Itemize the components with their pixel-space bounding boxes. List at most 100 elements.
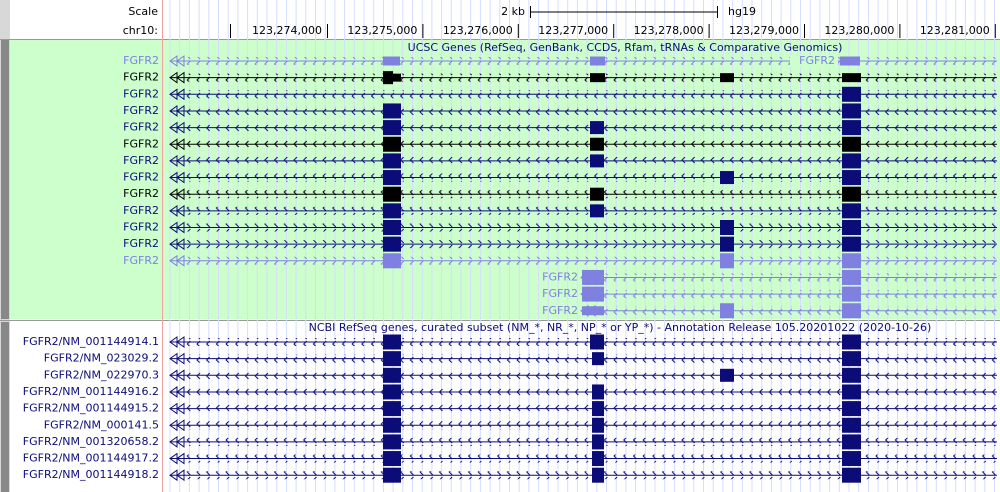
gene-label: FGFR2	[542, 287, 578, 300]
strand-arrows	[186, 256, 997, 265]
gene-label: FGFR2/NM_001144917.2	[23, 452, 159, 465]
exon	[842, 467, 861, 483]
exon	[582, 286, 604, 302]
exon	[590, 154, 604, 168]
exon	[383, 401, 401, 417]
chrom-label: chr10:	[123, 24, 158, 37]
track-handle[interactable]	[1, 40, 9, 319]
strand-arrows	[186, 421, 997, 430]
strand-arrows	[186, 454, 997, 463]
exon	[720, 220, 734, 235]
exon	[590, 73, 605, 83]
ruler-label: 123,276,000	[443, 24, 513, 37]
exon	[842, 334, 861, 350]
exon	[582, 269, 604, 285]
exon	[383, 56, 400, 66]
exon	[842, 451, 861, 467]
exon	[383, 136, 401, 152]
track-handle[interactable]	[1, 322, 9, 492]
strand-arrows	[186, 240, 997, 249]
gene-label: FGFR2/NM_022970.3	[44, 368, 159, 381]
exon	[842, 103, 861, 119]
strand-arrows	[597, 306, 997, 315]
exon	[842, 120, 861, 136]
strand-arrows	[186, 371, 997, 380]
exon	[842, 434, 861, 450]
exon	[842, 417, 861, 433]
gene-start	[176, 385, 185, 398]
gene-start	[176, 369, 185, 382]
strand-arrows	[186, 90, 997, 99]
exon	[842, 303, 861, 319]
strand-arrows	[597, 273, 997, 282]
exon	[590, 56, 605, 66]
gene-start	[176, 71, 185, 84]
track-title: NCBI RefSeq genes, curated subset (NM_*,…	[309, 321, 932, 334]
exon	[842, 269, 861, 285]
exon	[383, 103, 401, 119]
gene-label: FGFR2	[123, 104, 159, 117]
gene-label: FGFR2	[123, 154, 159, 167]
exon	[590, 137, 604, 151]
gene-label: FGFR2	[123, 171, 159, 184]
gene-label: FGFR2	[123, 121, 159, 134]
strand-arrows	[186, 106, 997, 115]
exon	[590, 334, 604, 350]
strand-arrows	[597, 290, 997, 299]
gene-start	[176, 435, 185, 448]
strand-arrows	[186, 437, 997, 446]
exon	[383, 120, 401, 136]
gene-start	[176, 171, 185, 184]
gene-label: FGFR2	[542, 270, 578, 283]
gene-label: FGFR2/NM_001320658.2	[23, 435, 159, 448]
exon	[383, 451, 401, 467]
gene-start	[176, 452, 185, 465]
exon	[592, 401, 604, 417]
gene-start	[176, 154, 185, 167]
exon	[842, 86, 861, 102]
assembly-label: hg19	[728, 5, 756, 18]
strand-arrows	[186, 387, 997, 396]
track-title: UCSC Genes (RefSeq, GenBank, CCDS, Rfam,…	[408, 41, 843, 54]
exon	[592, 467, 604, 483]
exon	[842, 286, 861, 302]
scale-label: Scale	[128, 5, 158, 18]
ruler-label: 123,280,000	[824, 24, 894, 37]
gene-start	[176, 221, 185, 234]
exon	[842, 136, 861, 152]
exon	[842, 170, 861, 186]
exon	[393, 73, 401, 82]
gene-label: FGFR2	[123, 137, 159, 150]
exon	[590, 121, 604, 135]
exon	[840, 56, 860, 66]
exon	[383, 203, 401, 219]
exon	[383, 367, 401, 383]
gene-start	[176, 55, 185, 67]
gene-start	[176, 138, 185, 151]
gene-label: FGFR2	[123, 237, 159, 250]
exon	[842, 220, 861, 235]
exon	[592, 352, 604, 366]
exon	[842, 203, 861, 219]
gene-label: FGFR2/NM_001144918.2	[23, 468, 159, 481]
ruler-label: 123,274,000	[252, 24, 322, 37]
exon	[383, 220, 401, 235]
label-group: FGFR2/NM_001144914.1 FGFR2/NM_023029.2 FGF…	[23, 335, 159, 481]
gene-label: FGFR2	[123, 71, 159, 84]
exon	[842, 351, 861, 367]
strand-arrows	[186, 404, 997, 413]
ruler-label: 123,281,000	[920, 24, 990, 37]
gene-label: FGFR2	[799, 54, 835, 67]
exon	[383, 334, 401, 350]
gene-start	[176, 88, 185, 101]
exon	[720, 73, 734, 83]
exon	[383, 351, 401, 367]
exon	[842, 236, 861, 252]
exon	[842, 384, 861, 400]
exon	[590, 204, 604, 218]
gene-start	[176, 204, 185, 217]
ruler-label: 123,278,000	[634, 24, 704, 37]
exon	[383, 186, 401, 202]
ruler-label: 123,277,000	[538, 24, 608, 37]
exon	[842, 73, 861, 83]
